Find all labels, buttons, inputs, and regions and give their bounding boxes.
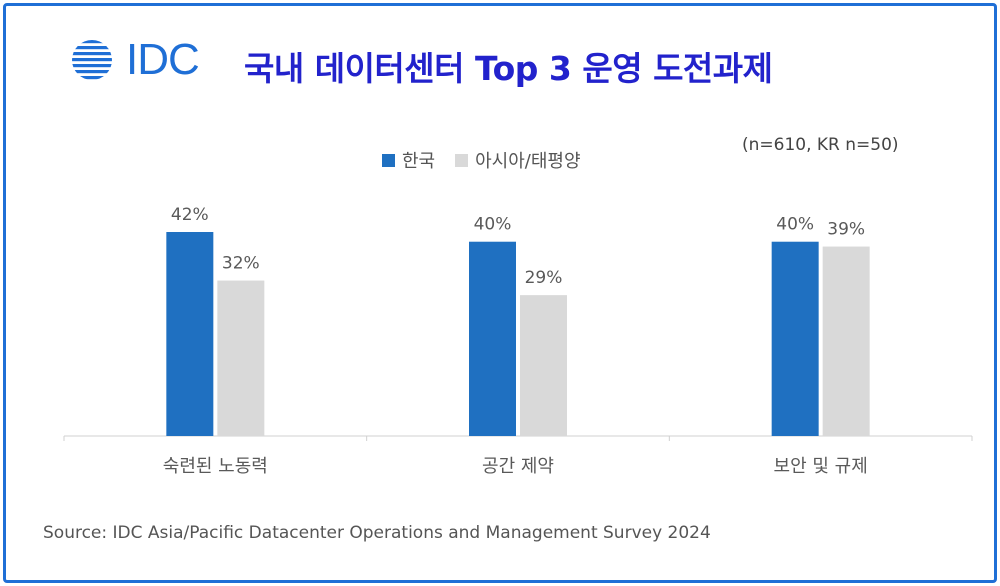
idc-logo: IDC [70,35,200,84]
legend-swatch-korea [382,153,395,167]
data-label: 40% [474,215,512,235]
data-label: 29% [525,268,563,288]
data-label: 42% [171,205,209,225]
legend-label-apac: 아시아/태평양 [475,151,581,172]
bar-apac-2 [822,246,870,436]
source-note: Source: IDC Asia/Pacific Datacenter Oper… [43,523,711,543]
bar-korea-2 [771,241,819,436]
chart-title: 국내 데이터센터 Top 3 운영 도전과제 [244,49,773,88]
data-label: 39% [827,220,865,240]
bar-korea-0 [166,232,214,436]
category-label: 숙련된 노동력 [163,456,268,477]
chart-legend: 한국 아시아/태평양 [382,147,581,173]
category-label: 공간 제약 [482,456,554,477]
data-label: 32% [222,254,260,274]
bar-apac-0 [217,280,265,436]
globe-icon [72,40,112,80]
logo-text: IDC [126,35,200,84]
category-label: 보안 및 규제 [774,456,868,477]
legend-label-korea: 한국 [402,151,436,172]
legend-item-apac: 아시아/태평양 [455,147,581,173]
bar-apac-1 [520,295,567,436]
bar-korea-1 [469,241,516,436]
data-label: 40% [776,215,814,235]
legend-item-korea: 한국 [382,147,435,173]
sample-size-note: (n=610, KR n=50) [742,135,899,155]
legend-swatch-apac [455,153,469,167]
